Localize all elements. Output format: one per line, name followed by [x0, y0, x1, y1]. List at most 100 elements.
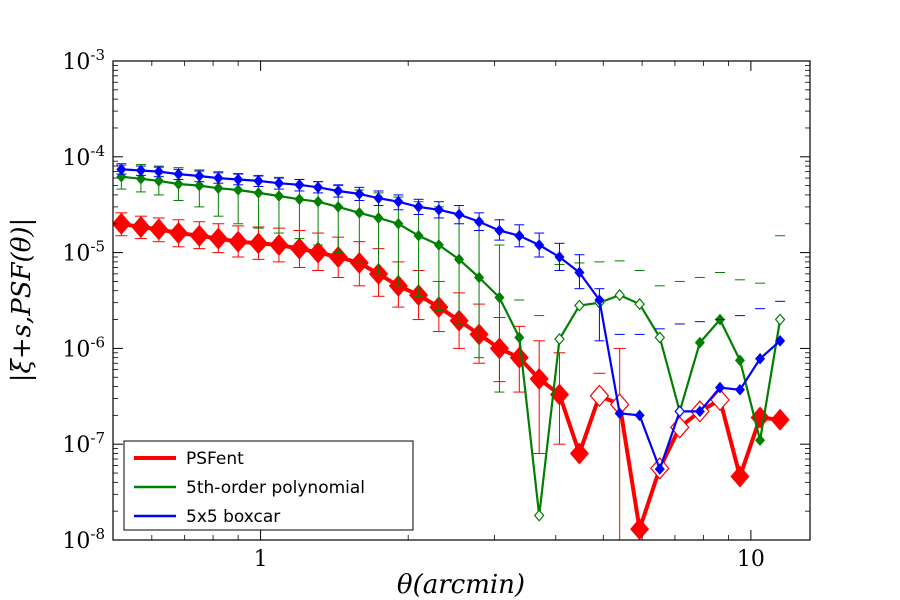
series-line: [121, 221, 781, 532]
data-point: [116, 163, 127, 176]
data-point: [413, 229, 424, 242]
data-point: [494, 224, 505, 237]
y-tick-label: 10-5: [62, 238, 105, 267]
data-point: [354, 207, 365, 219]
y-tick-label: 10-8: [62, 525, 105, 554]
y-tick-label: 10-3: [62, 46, 105, 75]
data-point-negative: [774, 313, 786, 326]
data-point: [213, 172, 224, 184]
data-point: [734, 354, 745, 367]
data-point: [433, 203, 444, 216]
data-point: [454, 253, 465, 266]
data-point: [755, 352, 766, 365]
y-tick-mantissa: 10: [62, 50, 90, 75]
data-point: [233, 173, 244, 186]
plot-frame: [112, 60, 811, 541]
legend-label-boxcar: 5x5 boxcar: [186, 507, 280, 527]
data-point: [529, 367, 549, 390]
x-axis-label: θ(arcmin): [397, 570, 525, 600]
data-point: [714, 381, 726, 394]
data-point: [253, 187, 264, 199]
y-tick-mantissa: 10: [62, 242, 90, 267]
legend-label-polynomial: 5th-order polynomial: [186, 478, 365, 498]
data-point: [770, 408, 790, 431]
data-point: [313, 195, 324, 208]
series-line: [121, 175, 782, 517]
y-tick-mantissa: 10: [62, 433, 90, 458]
data-point: [213, 182, 224, 194]
data-point: [474, 215, 485, 228]
data-point-negative: [574, 299, 585, 312]
data-point: [373, 192, 384, 204]
y-tick-exponent: -6: [90, 333, 105, 351]
data-point: [149, 218, 169, 241]
axis-tick-labels: 10-310-410-510-610-710-81 10: [62, 46, 765, 572]
data-point: [194, 170, 205, 182]
data-point: [614, 407, 625, 420]
data-point: [730, 465, 750, 488]
data-point: [775, 335, 786, 347]
data-point: [349, 251, 369, 274]
y-tick-mantissa: 10: [62, 529, 90, 554]
data-point: [294, 193, 305, 206]
y-tick-exponent: -8: [90, 525, 105, 543]
data-point-negative: [654, 331, 666, 344]
x-tick-label: 1: [254, 547, 268, 572]
data-point: [308, 241, 328, 264]
data-point: [153, 175, 164, 187]
data-point-negative: [674, 405, 686, 418]
data-point: [333, 201, 344, 213]
data-point: [194, 179, 205, 192]
data-point: [131, 216, 151, 238]
y-tick-exponent: -4: [90, 142, 105, 160]
data-point: [569, 442, 589, 465]
data-point: [534, 239, 545, 251]
data-point-negative: [634, 298, 645, 311]
data-point: [135, 172, 146, 185]
y-tick-mantissa: 10: [62, 337, 90, 362]
data-point: [454, 208, 465, 221]
axis-ticks: [112, 60, 810, 541]
data-point: [413, 201, 424, 213]
data-point: [393, 195, 404, 208]
data-point: [233, 184, 244, 196]
data-point: [189, 224, 209, 247]
data-point: [554, 251, 565, 263]
data-point: [494, 291, 505, 304]
series-clip-group: [113, 163, 790, 540]
data-point: [313, 181, 324, 194]
data-point-negative: [589, 384, 610, 408]
series-5x5-boxcar: [116, 163, 786, 475]
data-point: [289, 237, 309, 260]
series-layer: [113, 163, 790, 540]
data-point: [514, 229, 525, 242]
data-point: [269, 234, 289, 256]
data-point: [113, 212, 131, 235]
data-point-negative: [533, 509, 545, 522]
data-point: [634, 409, 645, 422]
data-point: [294, 179, 305, 191]
data-point: [574, 266, 585, 279]
data-point: [253, 175, 264, 187]
legend: PSFent 5th-order polynomial 5x5 boxcar: [123, 440, 414, 531]
y-tick-label: 10-7: [62, 429, 105, 458]
data-point: [248, 232, 268, 255]
data-point: [694, 405, 705, 418]
data-point: [354, 188, 365, 200]
data-point: [333, 185, 344, 197]
data-point: [228, 230, 248, 253]
data-point: [433, 239, 444, 251]
series-line: [121, 168, 781, 471]
data-point: [474, 271, 485, 284]
data-point: [755, 434, 766, 447]
data-point: [208, 227, 228, 250]
data-point-negative: [710, 388, 730, 412]
data-point: [594, 294, 605, 306]
data-point: [694, 336, 705, 349]
data-point: [273, 177, 284, 189]
data-point: [273, 190, 284, 202]
legend-label-psfent: PSFent: [186, 449, 244, 469]
data-point: [135, 164, 146, 177]
data-point: [509, 346, 529, 369]
